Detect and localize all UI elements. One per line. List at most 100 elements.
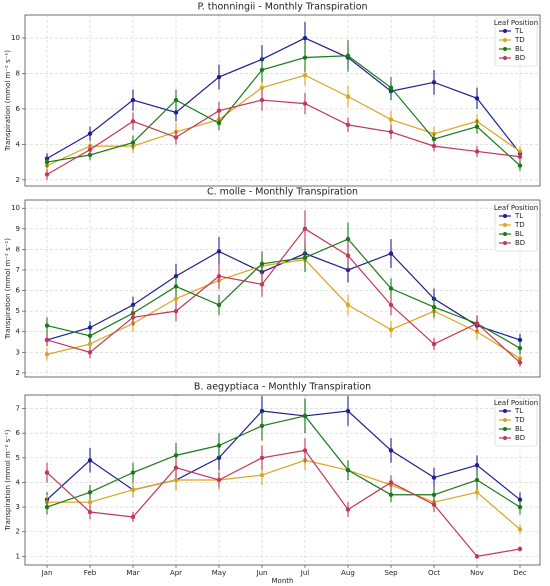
legend-marker — [503, 214, 507, 218]
marker — [130, 140, 136, 145]
legend-marker — [503, 418, 507, 422]
y-tick-label: 1 — [16, 552, 20, 560]
legend-marker — [503, 38, 507, 42]
marker — [431, 502, 437, 507]
marker — [474, 554, 480, 559]
series-line — [46, 410, 521, 501]
marker — [345, 507, 351, 512]
plot-frame — [24, 394, 541, 566]
legend-title: Leaf Position — [494, 19, 538, 27]
marker — [173, 284, 179, 289]
marker — [431, 304, 437, 310]
series-line — [46, 238, 521, 349]
marker — [87, 350, 93, 355]
marker — [173, 296, 179, 301]
marker — [388, 251, 394, 256]
legend-marker — [503, 436, 507, 440]
marker — [345, 122, 351, 128]
marker — [216, 120, 222, 126]
chart-title: C. molle - Monthly Transpiration — [207, 187, 358, 198]
marker — [216, 477, 222, 483]
plot-frame — [24, 199, 541, 378]
marker — [173, 477, 179, 483]
y-tick-label: 10 — [11, 204, 20, 212]
x-tick-label: May — [212, 569, 226, 577]
marker — [87, 131, 93, 136]
marker — [173, 135, 179, 140]
marker — [259, 423, 265, 428]
marker — [345, 253, 351, 258]
marker — [388, 327, 394, 332]
y-tick-label: 5 — [16, 454, 20, 462]
marker — [345, 53, 351, 58]
marker — [87, 341, 93, 347]
marker — [259, 261, 265, 267]
legend-label: BL — [515, 45, 524, 53]
marker — [388, 117, 394, 122]
marker — [44, 159, 50, 165]
legend-label: BD — [515, 54, 525, 62]
series-line — [46, 415, 521, 508]
marker — [345, 467, 351, 473]
x-axis-label: Month — [272, 577, 294, 585]
y-tick-label: 5 — [16, 307, 20, 315]
marker — [216, 302, 222, 308]
marker — [388, 448, 394, 453]
marker — [87, 509, 93, 515]
marker — [130, 315, 136, 320]
marker — [517, 163, 523, 168]
x-tick-label: Sep — [384, 569, 398, 577]
marker — [130, 119, 136, 124]
marker — [517, 360, 523, 365]
series-line — [46, 228, 521, 364]
marker — [302, 35, 308, 41]
marker — [87, 147, 93, 152]
marker — [431, 80, 437, 85]
marker — [216, 74, 222, 80]
marker — [388, 302, 394, 308]
legend-label: TD — [514, 416, 525, 424]
marker — [388, 480, 394, 485]
marker — [517, 504, 523, 510]
marker — [517, 337, 523, 343]
legend-title: Leaf Position — [494, 204, 538, 212]
legend-label: TD — [514, 221, 525, 229]
marker — [517, 546, 523, 552]
marker — [431, 136, 437, 142]
legend-label: BD — [515, 239, 525, 247]
y-tick-label: 2 — [16, 176, 20, 184]
marker — [173, 308, 179, 314]
marker — [474, 463, 480, 468]
marker — [388, 129, 394, 135]
marker — [302, 55, 308, 60]
y-tick-label: 8 — [16, 69, 20, 77]
marker — [130, 97, 136, 103]
marker — [345, 408, 351, 414]
x-tick-label: Dec — [513, 569, 527, 577]
marker — [44, 172, 50, 177]
marker — [87, 499, 93, 505]
marker — [474, 490, 480, 495]
marker — [130, 487, 136, 493]
legend-label: TD — [514, 36, 525, 44]
marker — [302, 101, 308, 106]
marker — [87, 325, 93, 330]
marker — [474, 321, 480, 326]
legend-label: BD — [515, 434, 525, 442]
x-tick-label: Jul — [300, 569, 310, 577]
y-tick-label: 9 — [16, 225, 20, 233]
y-tick-label: 6 — [16, 429, 21, 437]
marker — [345, 94, 351, 99]
x-tick-label: Oct — [428, 569, 440, 577]
marker — [216, 443, 222, 448]
legend-marker — [503, 223, 507, 227]
marker — [302, 73, 308, 78]
marker — [517, 345, 523, 351]
series-line — [46, 449, 521, 558]
legend-marker — [503, 232, 507, 236]
marker — [517, 154, 523, 159]
x-tick-label: Jan — [41, 569, 53, 577]
legend-marker — [503, 29, 507, 33]
x-tick-label: Nov — [470, 569, 484, 577]
